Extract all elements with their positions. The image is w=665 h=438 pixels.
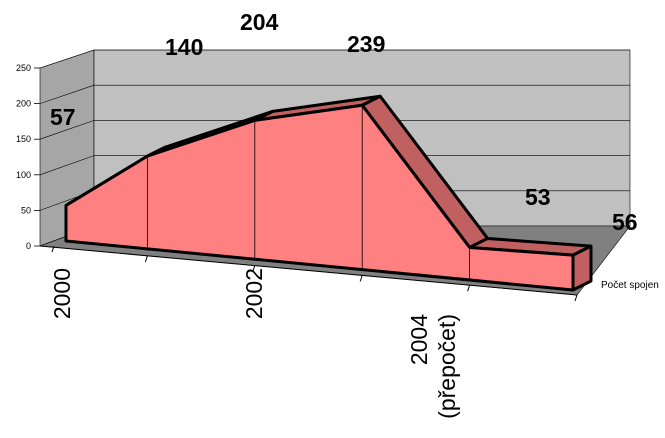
side-gridline (39, 84, 95, 104)
x-tick-mark (359, 275, 363, 282)
x-tick-label: (přepočet) (434, 314, 460, 419)
series-name-label: Počet spojen (601, 280, 659, 291)
side-gridline (39, 49, 95, 69)
y-tick-label: 200 (16, 99, 31, 109)
x-tick-mark (144, 255, 148, 262)
x-tick-mark (467, 285, 471, 292)
x-tick-label: 2000 (49, 268, 75, 319)
y-tick-label: 0 (26, 241, 31, 251)
side-gridline (39, 155, 95, 176)
data-label: 140 (165, 34, 203, 60)
data-label: 204 (240, 9, 279, 35)
x-tick-label: 2002 (241, 268, 267, 319)
y-tick-label: 150 (16, 134, 31, 144)
x-tick-mark (51, 245, 55, 253)
area-right-face (571, 244, 593, 292)
y-tick-label: 100 (16, 170, 31, 180)
y-tick-label: 50 (21, 205, 31, 215)
x-tick-mark (574, 294, 578, 302)
x-tick-mark (252, 265, 256, 272)
data-label: 57 (50, 104, 76, 130)
side-gridline (39, 120, 95, 140)
y-tick-label: 250 (16, 63, 31, 73)
x-tick-label: 2004 (406, 314, 432, 365)
data-label: 239 (347, 31, 385, 57)
data-label: 53 (525, 184, 551, 210)
data-label: 56 (612, 209, 638, 235)
x-axis (39, 245, 578, 296)
